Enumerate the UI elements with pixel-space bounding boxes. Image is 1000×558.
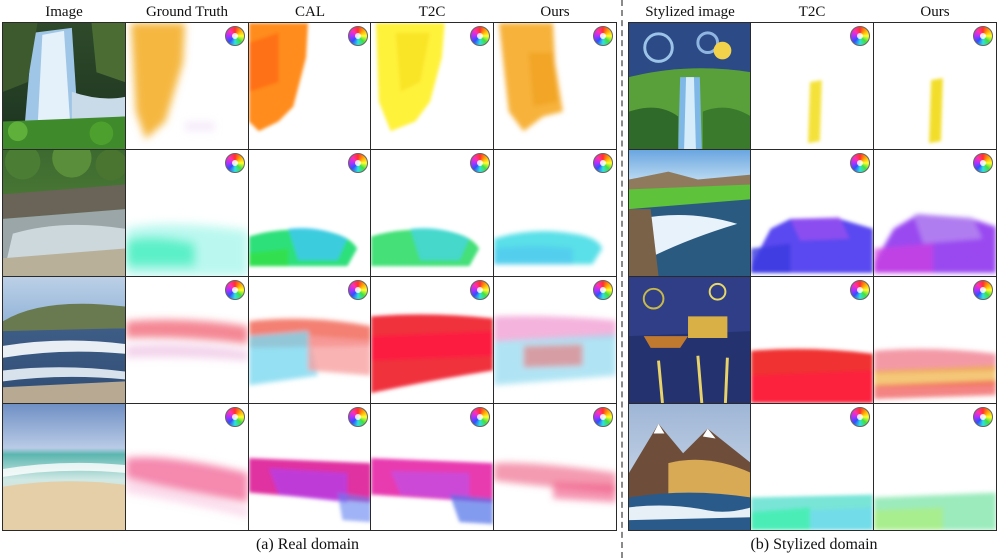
color-wheel-icon [850, 153, 870, 173]
color-wheel-icon [225, 26, 245, 46]
color-wheel-icon [225, 407, 245, 427]
flow-t2c [370, 149, 494, 277]
header-real-image: Image [45, 4, 83, 20]
stylized-input-image [628, 403, 752, 531]
color-wheel-icon [973, 407, 993, 427]
flow-stylized-t2c [750, 403, 874, 531]
color-wheel-icon [348, 26, 368, 46]
flow-ground-truth [125, 403, 249, 531]
flow-stylized-ours [873, 276, 997, 404]
color-wheel-icon [470, 280, 490, 300]
flow-stylized-t2c [750, 22, 874, 150]
color-wheel-icon [348, 280, 368, 300]
color-wheel-icon [348, 153, 368, 173]
flow-ours [493, 149, 617, 277]
flow-t2c [370, 22, 494, 150]
color-wheel-icon [470, 26, 490, 46]
caption-real-domain: (a) Real domain [255, 536, 360, 553]
color-wheel-icon [470, 407, 490, 427]
color-wheel-icon [225, 153, 245, 173]
real-input-image [2, 149, 126, 277]
header-real-ground-truth: Ground Truth [145, 4, 229, 20]
flow-ground-truth [125, 276, 249, 404]
flow-ours [493, 403, 617, 531]
flow-stylized-t2c [750, 276, 874, 404]
flow-cal [248, 276, 372, 404]
flow-ground-truth [125, 22, 249, 150]
flow-ground-truth [125, 149, 249, 277]
flow-stylized-ours [873, 22, 997, 150]
color-wheel-icon [850, 407, 870, 427]
real-input-image [2, 22, 126, 150]
stylized-input-image [628, 22, 752, 150]
color-wheel-icon [470, 153, 490, 173]
flow-ours [493, 22, 617, 150]
flow-stylized-ours [873, 403, 997, 531]
real-input-image [2, 403, 126, 531]
color-wheel-icon [593, 280, 613, 300]
header-real-t2c: T2C [418, 4, 446, 20]
color-wheel-icon [593, 153, 613, 173]
color-wheel-icon [973, 153, 993, 173]
color-wheel-icon [973, 26, 993, 46]
flow-t2c [370, 403, 494, 531]
color-wheel-icon [593, 26, 613, 46]
domain-divider [621, 0, 623, 558]
header-real-cal: CAL [295, 4, 325, 20]
stylized-input-image [628, 276, 752, 404]
flow-ours [493, 276, 617, 404]
real-input-image [2, 276, 126, 404]
flow-t2c [370, 276, 494, 404]
flow-cal [248, 403, 372, 531]
color-wheel-icon [225, 280, 245, 300]
flow-stylized-t2c [750, 149, 874, 277]
header-stylized-t2c: T2C [798, 4, 826, 20]
header-real-ours: Ours [540, 4, 570, 20]
color-wheel-icon [850, 26, 870, 46]
flow-stylized-ours [873, 149, 997, 277]
flow-cal [248, 149, 372, 277]
color-wheel-icon [593, 407, 613, 427]
caption-stylized-domain: (b) Stylized domain [750, 536, 878, 553]
header-stylized-ours: Ours [920, 4, 950, 20]
color-wheel-icon [973, 280, 993, 300]
stylized-input-image [628, 149, 752, 277]
header-stylized-stylized-image: Stylized image [645, 4, 735, 20]
color-wheel-icon [348, 407, 368, 427]
flow-cal [248, 22, 372, 150]
color-wheel-icon [850, 280, 870, 300]
